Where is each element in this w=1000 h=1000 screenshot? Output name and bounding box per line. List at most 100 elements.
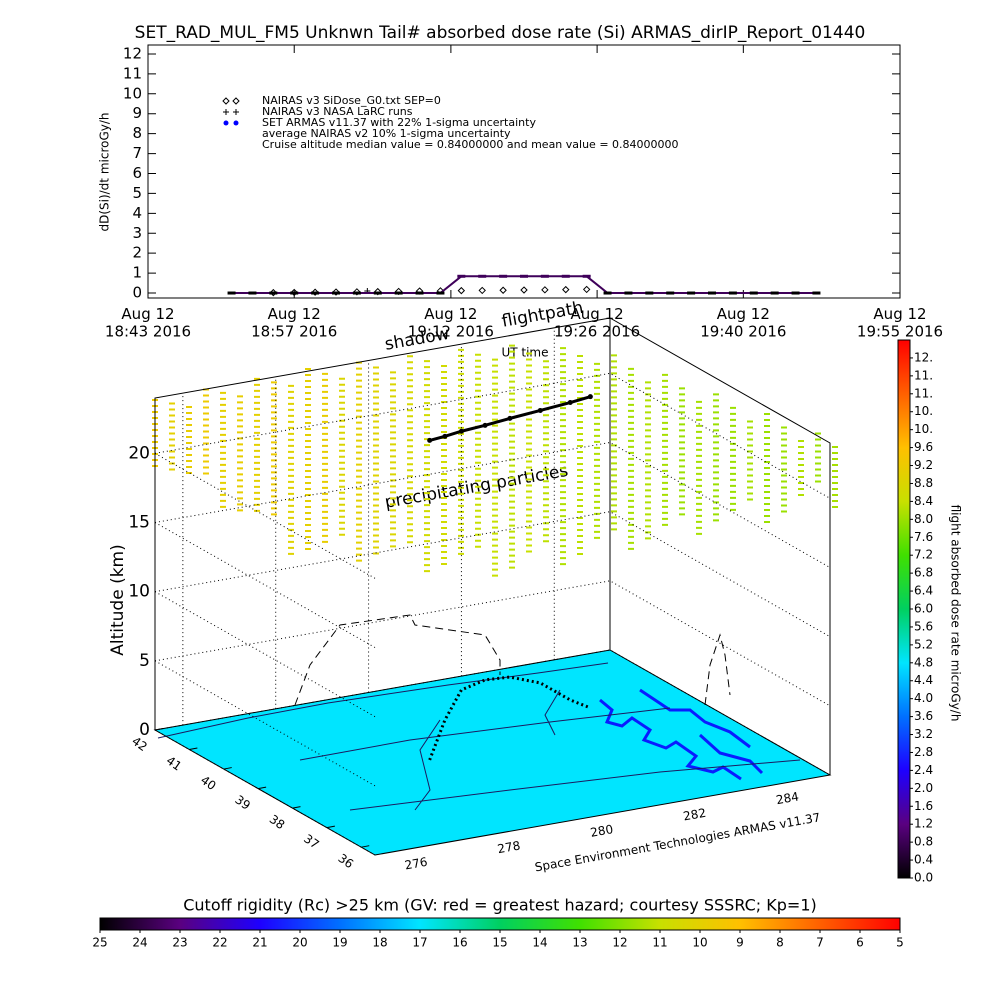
colorbar-tick-label: 23	[172, 936, 187, 950]
particle-column	[492, 358, 498, 577]
lat-tick-label: 38	[267, 812, 288, 832]
x-tick-label: Aug 12 18:57 2016	[251, 305, 337, 340]
particle-column	[662, 373, 668, 526]
data-point	[582, 274, 591, 278]
tick-mark	[154, 728, 164, 731]
colorbar-tick-label: 7.6	[914, 530, 933, 544]
data-point	[415, 291, 424, 295]
colorbar-tick-label: 18	[372, 936, 387, 950]
flight-point	[442, 433, 448, 439]
colorbar-tick-label: 3.2	[914, 727, 933, 741]
particle-column	[424, 360, 430, 573]
colorbar-tick-label: 16	[452, 936, 467, 950]
particle-column	[577, 355, 583, 555]
y-tick-label: 6	[132, 164, 142, 182]
data-point	[269, 291, 278, 295]
colorbar-tick-label: 1.2	[914, 817, 933, 831]
lat-tick-label: 41	[164, 753, 185, 773]
flight-point	[482, 422, 488, 428]
alt-tick-label: 20	[128, 443, 150, 463]
colorbar-tick-label: 13	[572, 936, 587, 950]
flight-point	[587, 394, 593, 400]
colorbar-tick-label: 8.4	[914, 494, 933, 508]
particle-column	[611, 354, 617, 531]
colorbar-tick-label: 10.	[914, 422, 933, 436]
colorbar-tick-label: 6.4	[914, 584, 933, 598]
data-point	[812, 291, 821, 295]
data-point	[562, 285, 570, 294]
data-point	[540, 274, 549, 278]
colorbar-tick-label: 8.8	[914, 476, 933, 490]
colorbar-tick-label: 6.8	[914, 566, 933, 580]
particle-column	[509, 344, 515, 569]
particle-column	[254, 377, 260, 512]
colorbar-tick-label: 1.6	[914, 799, 933, 813]
particle-column	[798, 439, 804, 496]
data-point	[311, 288, 319, 296]
y-tick-label: 1	[132, 264, 142, 282]
colorbar-tick-label: 15	[492, 936, 507, 950]
lon-tick-label: 276	[404, 855, 429, 873]
data-point	[603, 291, 612, 295]
colorbar-tick-label: 3.6	[914, 709, 933, 723]
y-tick-label: 5	[132, 184, 142, 202]
legend-label: NAIRAS v3 SiDose_G0.txt SEP=0	[262, 94, 441, 107]
grid-line	[154, 511, 831, 638]
colorbar-tick-label: 5.2	[914, 637, 933, 651]
data-point	[624, 291, 633, 295]
colorbar-tick-label: 2.0	[914, 781, 933, 795]
tick-mark	[326, 825, 335, 829]
data-point	[311, 291, 320, 295]
particle-column	[407, 355, 413, 544]
colorbar-tick-label: 9	[736, 936, 744, 950]
colorbar-tick-label: 11.	[914, 386, 933, 400]
particle-column	[747, 420, 753, 501]
legend-symbol	[233, 120, 239, 126]
particle-column	[696, 400, 702, 535]
lon-tick-label: 278	[496, 838, 521, 856]
y-tick-label: 12	[123, 44, 142, 62]
colorbar-label: flight absorbed dose rate microGy/h	[949, 505, 963, 722]
alt-tick-label: 5	[139, 651, 150, 671]
legend-label: NAIRAS v3 NASA LaRC runs	[262, 105, 413, 118]
colorbar-tick-label: 5	[896, 936, 904, 950]
tick-mark	[258, 786, 267, 790]
colorbar-tick-label: 19	[332, 936, 347, 950]
colorbar-tick-label: 7	[816, 936, 824, 950]
colorbar-tick-label: 20	[292, 936, 307, 950]
particle-column	[815, 432, 821, 483]
x-axis-label: UT time	[501, 346, 548, 360]
data-point	[791, 291, 800, 295]
y-tick-label: 4	[132, 204, 142, 222]
colorbar-tick-label: 17	[412, 936, 427, 950]
particle-column	[220, 391, 226, 508]
colorbar-title: Cutoff rigidity (Rc) >25 km (GV: red = g…	[183, 896, 817, 915]
particle-column	[475, 353, 481, 548]
colorbar-tick-label: 9.2	[914, 458, 933, 472]
colorbar-tick-label: 22	[212, 936, 227, 950]
particle-column	[305, 368, 311, 550]
colorbar-tick-label: 24	[132, 936, 147, 950]
shadow-path	[428, 675, 591, 761]
particle-column	[169, 402, 175, 471]
colorbar-tick-label: 0.8	[914, 835, 933, 849]
particle-column	[781, 426, 787, 513]
lon-tick-label: 284	[775, 789, 800, 807]
state-border	[157, 662, 801, 811]
x-tick-label: Aug 12 19:40 2016	[700, 305, 786, 340]
data-point	[478, 286, 486, 295]
trajectory-projection	[294, 614, 731, 706]
lat-tick-label: 36	[336, 851, 357, 871]
flight-point	[537, 407, 543, 413]
colorbar-tick-label: 21	[252, 936, 267, 950]
colorbar-tick-label: 4.0	[914, 691, 933, 705]
grid-line	[154, 522, 376, 648]
data-point	[332, 288, 340, 296]
particle-column	[373, 366, 379, 555]
flight-point	[427, 437, 433, 443]
particle-column	[645, 381, 651, 540]
y-tick-label: 8	[132, 124, 142, 142]
legend-note: average NAIRAS v2 10% 1-sigma uncertaint…	[262, 127, 511, 140]
data-point	[436, 291, 445, 295]
tick-mark	[292, 806, 301, 809]
